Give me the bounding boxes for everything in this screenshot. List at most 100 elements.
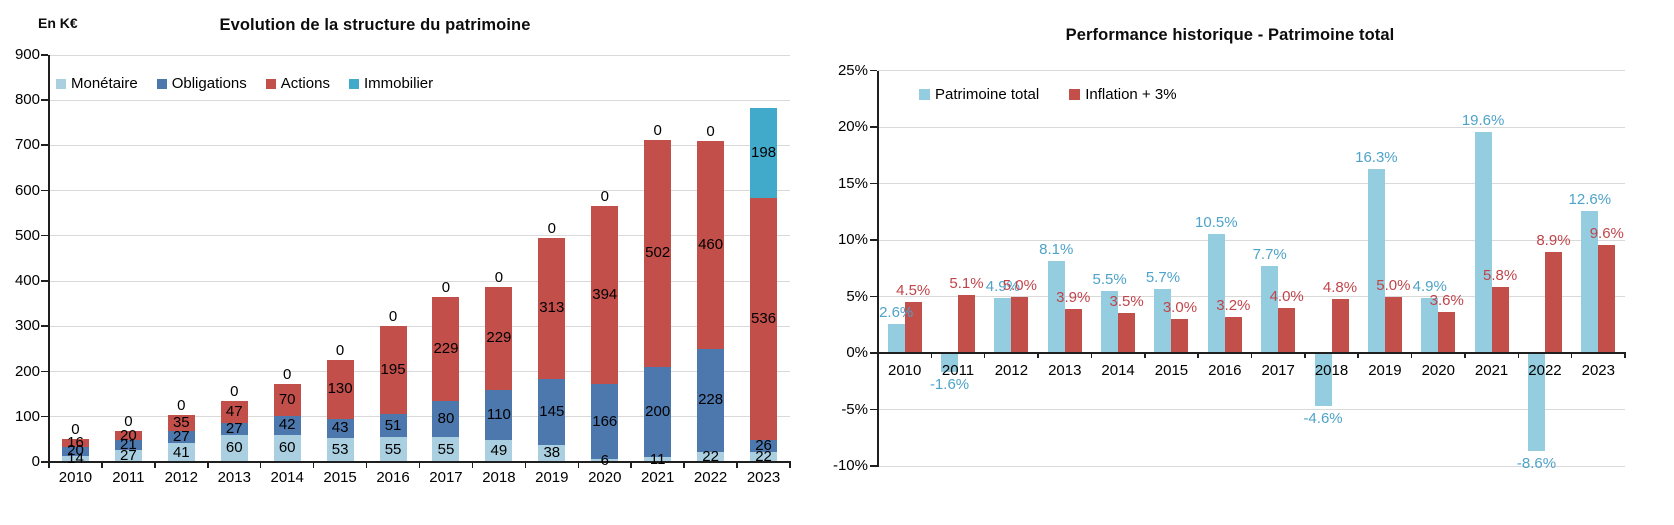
y-tick-label--5%: -5% bbox=[841, 400, 868, 418]
y-tick-label-15%: 15% bbox=[837, 174, 868, 192]
y-tick-label-0: 0 bbox=[31, 453, 40, 470]
bar-segment-mon-taire-2011 bbox=[114, 449, 142, 462]
legend-swatch-inflation-3 bbox=[1069, 89, 1081, 100]
data-label-mon-taire-2015: 53 bbox=[331, 441, 349, 459]
data-label-patrimoine-total-2014: 5.5% bbox=[1092, 270, 1127, 288]
chart-title-performance: Performance historique - Patrimoine tota… bbox=[1065, 26, 1395, 44]
bar-segment-obligations-2012 bbox=[167, 431, 195, 444]
data-label-mon-taire-2013: 60 bbox=[225, 439, 243, 457]
x-label-2010: 2010 bbox=[887, 362, 922, 379]
bar-patrimoine-total-2021 bbox=[1474, 131, 1492, 353]
data-label-immobilier-2016: 0 bbox=[388, 307, 398, 325]
y-tick--5pct bbox=[870, 408, 877, 410]
bar-segment-immobilier-2023 bbox=[750, 108, 778, 198]
gridline-900 bbox=[49, 54, 790, 56]
data-label-inflation-3-2022: 8.9% bbox=[1536, 232, 1571, 250]
data-label-immobilier-2010: 0 bbox=[71, 421, 80, 439]
x-label-2021: 2021 bbox=[640, 469, 675, 486]
bar-segment-actions-2016 bbox=[379, 325, 407, 415]
legend-swatch-obligations bbox=[156, 78, 167, 89]
gridline-500 bbox=[49, 235, 790, 237]
gridline-400 bbox=[49, 280, 790, 282]
y-axis-line bbox=[48, 55, 50, 464]
data-label-actions-2017: 229 bbox=[433, 340, 459, 358]
bar-inflation-3-2016 bbox=[1224, 316, 1242, 353]
bar-patrimoine-total-2018 bbox=[1314, 354, 1332, 406]
data-label-mon-taire-2019: 38 bbox=[543, 444, 561, 462]
data-label-immobilier-2023: 198 bbox=[751, 144, 777, 162]
x-tick bbox=[1624, 354, 1626, 358]
y-tick-label-20%: 20% bbox=[837, 118, 868, 135]
bar-patrimoine-total-2019 bbox=[1367, 168, 1385, 353]
y-tick-label--10%: -10% bbox=[832, 457, 868, 474]
bar-segment-mon-taire-2013 bbox=[220, 434, 248, 462]
data-label-obligations-2022: 228 bbox=[698, 391, 724, 409]
y-tick--10pct bbox=[870, 465, 877, 467]
legend-label-mon-taire: Monétaire bbox=[71, 75, 138, 92]
x-tick bbox=[789, 463, 791, 468]
x-tick bbox=[736, 463, 738, 468]
data-label-mon-taire-2022: 22 bbox=[702, 448, 719, 466]
x-axis-zero-line bbox=[877, 352, 1626, 354]
x-label-2016: 2016 bbox=[1208, 362, 1242, 379]
x-label-2019: 2019 bbox=[1368, 362, 1402, 379]
x-label-2012: 2012 bbox=[164, 469, 198, 486]
y-axis-unit-label: En K€ bbox=[38, 15, 78, 31]
x-tick bbox=[1304, 354, 1306, 358]
data-label-inflation-3-2017: 4.0% bbox=[1269, 287, 1304, 305]
y-tick-label-300: 300 bbox=[14, 317, 40, 335]
data-label-immobilier-2017: 0 bbox=[441, 279, 451, 297]
bar-inflation-3-2017 bbox=[1278, 307, 1296, 353]
data-label-patrimoine-total-2021: 19.6% bbox=[1461, 111, 1505, 129]
x-label-2013: 2013 bbox=[217, 469, 251, 486]
bar-segment-actions-2023 bbox=[750, 197, 778, 441]
bar-segment-mon-taire-2020 bbox=[591, 459, 619, 462]
gridline-100 bbox=[49, 416, 790, 418]
x-label-2020: 2020 bbox=[1421, 362, 1455, 379]
y-axis-line bbox=[877, 70, 879, 467]
x-tick bbox=[471, 463, 474, 468]
x-tick bbox=[1410, 354, 1413, 358]
data-label-actions-2019: 313 bbox=[539, 299, 565, 317]
x-tick bbox=[312, 463, 315, 468]
bar-segment-obligations-2022 bbox=[697, 348, 725, 453]
x-label-2020: 2020 bbox=[588, 469, 622, 486]
x-label-2014: 2014 bbox=[270, 469, 304, 486]
data-label-inflation-3-2020: 3.6% bbox=[1429, 292, 1464, 310]
bar-segment-actions-2012 bbox=[167, 415, 195, 432]
bar-segment-actions-2014 bbox=[273, 384, 301, 416]
x-label-2021: 2021 bbox=[1474, 362, 1509, 379]
y-tick-900 bbox=[41, 54, 48, 56]
data-label-obligations-2019: 145 bbox=[539, 403, 565, 421]
legend-label-obligations: Obligations bbox=[171, 75, 247, 92]
bar-segment-actions-2022 bbox=[697, 140, 725, 349]
chart-title-patrimoine: Evolution de la structure du patrimoine bbox=[219, 16, 531, 34]
x-tick bbox=[1090, 354, 1093, 358]
data-label-obligations-2020: 166 bbox=[592, 412, 618, 430]
bar-patrimoine-total-2010 bbox=[887, 323, 905, 353]
data-label-patrimoine-total-2022: -8.6% bbox=[1516, 455, 1557, 473]
y-tick-15pct bbox=[870, 182, 877, 184]
data-label-obligations-2010: 20 bbox=[67, 442, 84, 460]
data-label-patrimoine-total-2015: 5.7% bbox=[1145, 268, 1181, 286]
legend-item-obligations: Obligations bbox=[156, 75, 247, 92]
data-label-immobilier-2015: 0 bbox=[335, 341, 345, 359]
y-tick-label-200: 200 bbox=[14, 362, 40, 380]
data-label-obligations-2021: 200 bbox=[645, 402, 671, 420]
legend-item-inflation-3: Inflation + 3% bbox=[1069, 86, 1177, 103]
data-label-immobilier-2020: 0 bbox=[600, 188, 609, 206]
bar-segment-actions-2015 bbox=[326, 359, 354, 419]
x-label-2023: 2023 bbox=[746, 469, 781, 486]
gridline-20pct bbox=[878, 126, 1625, 128]
x-tick bbox=[101, 463, 103, 468]
x-tick bbox=[1517, 354, 1520, 358]
y-tick-5pct bbox=[870, 295, 877, 297]
data-label-actions-2021: 502 bbox=[645, 244, 671, 262]
bar-segment-mon-taire-2010 bbox=[61, 455, 89, 462]
x-label-2022: 2022 bbox=[693, 469, 728, 486]
data-label-inflation-3-2012: 5.0% bbox=[1002, 276, 1037, 294]
x-label-2013: 2013 bbox=[1048, 362, 1082, 379]
x-label-2017: 2017 bbox=[429, 469, 463, 486]
gridline-800 bbox=[49, 99, 790, 101]
